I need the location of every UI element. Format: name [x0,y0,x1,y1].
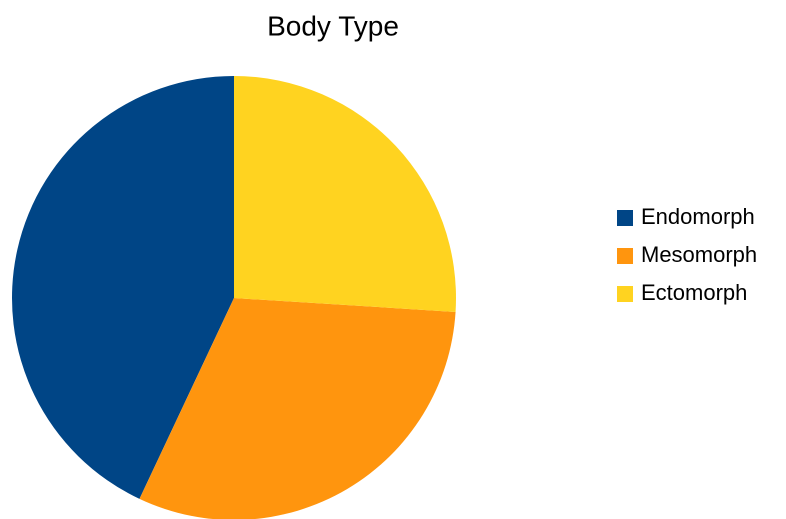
legend-label: Ectomorph [641,280,747,305]
pie-slice [139,298,456,519]
legend-swatch [617,248,633,264]
legend-label: Endomorph [641,204,755,229]
legend-swatch [617,210,633,226]
pie-slice [234,76,456,312]
legend-swatch [617,286,633,302]
chart-title: Body Type [267,10,399,41]
legend-label: Mesomorph [641,242,757,267]
pie-slice [11,76,234,499]
